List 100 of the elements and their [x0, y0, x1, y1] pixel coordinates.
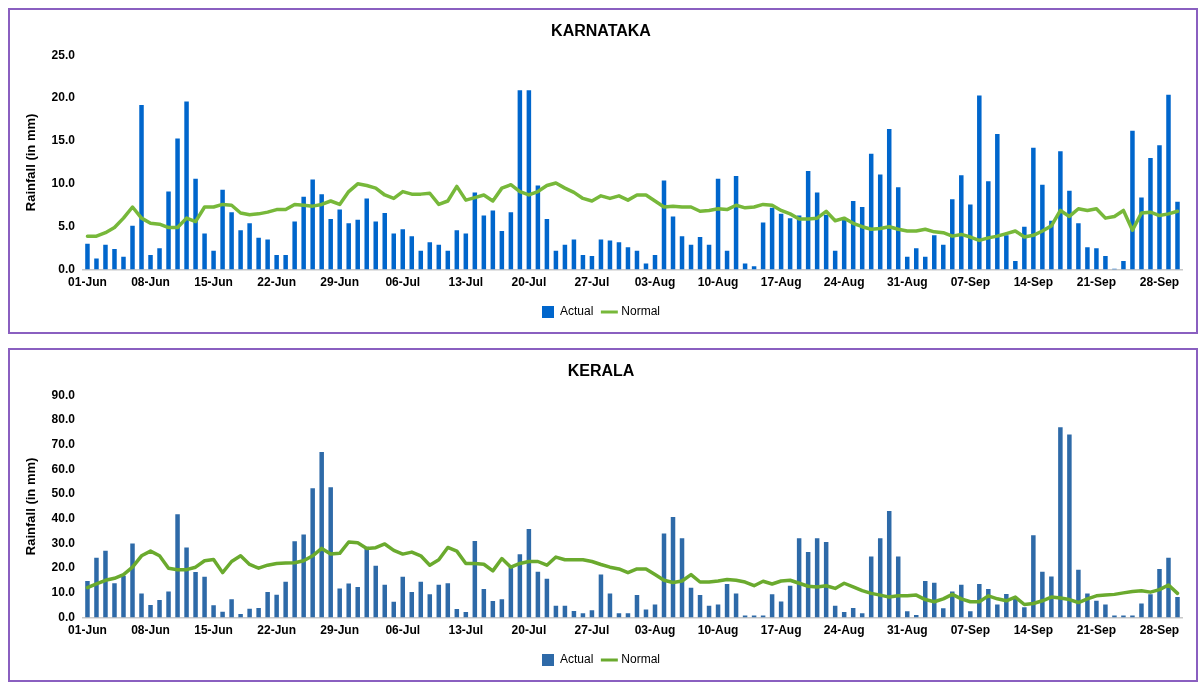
bar	[382, 584, 387, 618]
bar	[355, 586, 360, 618]
bar	[941, 244, 946, 270]
bar	[1157, 145, 1162, 270]
x-tick-label: 15-Jun	[194, 623, 233, 638]
bar	[256, 237, 261, 270]
bar	[1022, 607, 1027, 618]
y-tick-label: 30.0	[51, 535, 76, 550]
bar	[959, 175, 964, 270]
bar	[1157, 568, 1162, 618]
bar	[1004, 235, 1009, 270]
y-tick-label: 0.0	[58, 261, 76, 276]
y-tick-label: 40.0	[51, 511, 76, 526]
x-tick-label: 20-Jul	[511, 275, 547, 290]
bar	[1130, 615, 1135, 618]
bar	[1058, 151, 1063, 270]
x-tick-label: 07-Sep	[950, 275, 990, 290]
bar	[1094, 600, 1099, 618]
bar	[112, 249, 117, 270]
bar	[1040, 571, 1045, 618]
bar	[85, 581, 90, 618]
x-tick-label: 22-Jun	[257, 275, 296, 290]
bar	[346, 583, 351, 618]
y-axis-title: Rainfall (in mm)	[23, 457, 39, 556]
bar	[265, 591, 270, 618]
legend-label: Actual	[559, 652, 594, 667]
x-tick-label: 27-Jul	[574, 623, 610, 638]
bar	[166, 591, 171, 618]
bar	[968, 611, 973, 618]
bar	[103, 550, 108, 618]
y-tick-label: 20.0	[51, 90, 76, 105]
bar	[157, 600, 162, 618]
bar	[1076, 569, 1081, 618]
bar	[319, 452, 324, 618]
bar	[1058, 427, 1063, 618]
bar	[1103, 604, 1108, 618]
bar	[274, 594, 279, 618]
bar	[1121, 261, 1126, 270]
x-tick-label: 27-Jul	[574, 275, 610, 290]
bar	[1031, 147, 1036, 270]
bar	[292, 541, 297, 618]
bar	[301, 196, 306, 270]
x-tick-label: 31-Aug	[886, 623, 928, 638]
bar	[157, 248, 162, 270]
bar	[950, 199, 955, 270]
bar	[130, 543, 135, 618]
bar	[364, 546, 369, 618]
x-tick-label: 14-Sep	[1013, 623, 1054, 638]
bar	[103, 244, 108, 270]
bar	[1049, 576, 1054, 618]
bar	[328, 487, 333, 618]
x-tick-label: 06-Jul	[385, 623, 421, 638]
bar	[1049, 220, 1054, 270]
bar	[346, 223, 351, 270]
x-tick-label: 08-Jun	[131, 275, 170, 290]
legend-label: Actual	[559, 304, 594, 319]
y-tick-label: 90.0	[51, 387, 76, 402]
bar	[337, 209, 342, 270]
y-tick-label: 20.0	[51, 560, 76, 575]
bar	[391, 601, 396, 618]
bar	[1166, 557, 1171, 618]
bar	[238, 230, 243, 270]
bar	[968, 204, 973, 270]
bar	[184, 547, 189, 618]
bar	[1148, 158, 1153, 270]
bar	[301, 534, 306, 618]
bar	[932, 582, 937, 618]
x-tick-label: 24-Aug	[823, 275, 865, 290]
bar	[914, 248, 919, 270]
bar	[1022, 226, 1027, 270]
bar	[355, 219, 360, 270]
bar	[139, 104, 144, 270]
y-tick-label: 15.0	[51, 133, 76, 148]
x-tick-label: 17-Aug	[760, 275, 802, 290]
bar	[193, 178, 198, 270]
bar	[121, 575, 126, 618]
x-tick-label: 22-Jun	[257, 623, 296, 638]
x-tick-label: 03-Aug	[634, 623, 676, 638]
x-tick-label: 21-Sep	[1076, 275, 1117, 290]
x-tick-label: 03-Aug	[634, 275, 676, 290]
x-tick-label: 28-Sep	[1139, 623, 1180, 638]
bar	[139, 593, 144, 618]
bar	[310, 488, 315, 618]
bar	[1094, 248, 1099, 270]
y-tick-label: 80.0	[51, 412, 76, 427]
bar	[148, 255, 153, 270]
chart-title: KERALA	[567, 362, 635, 380]
legend-label: Normal	[621, 304, 661, 319]
x-tick-label: 29-Jun	[320, 275, 360, 290]
x-tick-label: 13-Jul	[448, 275, 484, 290]
bar	[1040, 184, 1045, 270]
bar	[382, 213, 387, 270]
bar	[112, 583, 117, 618]
bar	[175, 138, 180, 270]
legend-label: Normal	[621, 652, 661, 667]
bar	[229, 599, 234, 618]
bar	[1121, 615, 1126, 618]
bar	[292, 221, 297, 270]
y-tick-label: 70.0	[51, 436, 76, 451]
bar	[1067, 434, 1072, 618]
